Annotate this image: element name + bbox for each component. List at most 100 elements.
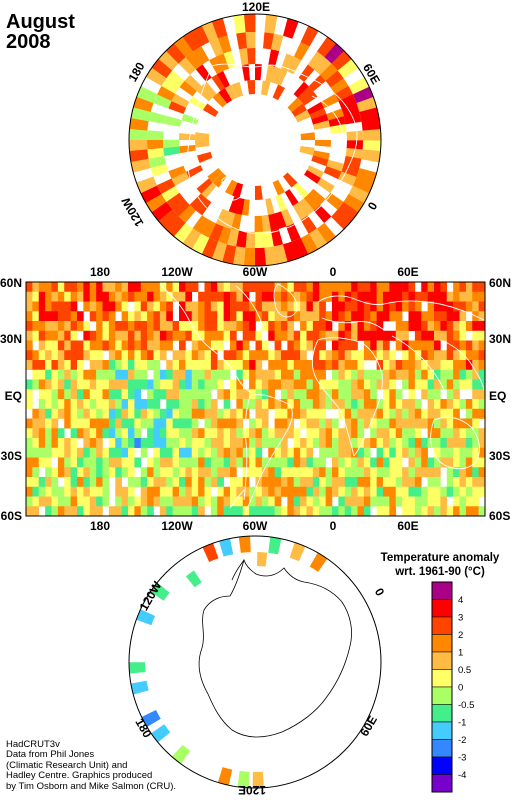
north-polar-cell bbox=[261, 80, 271, 96]
world-anomaly-cell bbox=[77, 379, 84, 390]
world-anomaly-cell bbox=[287, 360, 295, 371]
world-anomaly-cell bbox=[395, 282, 403, 293]
world-anomaly-cell bbox=[351, 340, 358, 351]
world-anomaly-cell bbox=[376, 350, 384, 361]
world-anomaly-cell bbox=[389, 330, 397, 341]
world-anomaly-cell bbox=[389, 360, 397, 371]
world-anomaly-cell bbox=[179, 330, 186, 341]
world-anomaly-cell bbox=[38, 350, 46, 361]
world-anomaly-cell bbox=[395, 389, 403, 400]
world-anomaly-cell bbox=[287, 321, 295, 332]
world-anomaly-cell bbox=[351, 457, 358, 468]
south-polar-cell bbox=[130, 680, 149, 695]
world-anomaly-cell bbox=[376, 340, 384, 351]
world-anomaly-cell bbox=[357, 379, 365, 390]
world-anomaly-cell bbox=[414, 321, 422, 332]
world-anomaly-cell bbox=[357, 291, 365, 302]
world-anomaly-cell bbox=[204, 486, 212, 497]
world-anomaly-cell bbox=[96, 360, 103, 371]
world-anomaly-cell bbox=[472, 321, 479, 332]
world-anomaly-cell bbox=[434, 477, 441, 488]
world-anomaly-cell bbox=[38, 486, 46, 497]
world-anomaly-cell bbox=[293, 360, 301, 371]
world-anomaly-cell bbox=[395, 438, 403, 449]
world-anomaly-cell bbox=[102, 389, 110, 400]
north-polar-cell bbox=[255, 185, 263, 201]
world-anomaly-cell bbox=[414, 291, 422, 302]
world-anomaly-cell bbox=[370, 301, 377, 312]
north-polar-cell bbox=[317, 178, 335, 194]
world-anomaly-cell bbox=[223, 506, 231, 516]
world-anomaly-cell bbox=[51, 291, 59, 302]
world-anomaly-cell bbox=[191, 369, 199, 380]
north-polar-cell bbox=[140, 185, 162, 203]
world-anomaly-cell bbox=[408, 311, 416, 322]
world-lat-label-left: 60N bbox=[0, 276, 22, 290]
world-anomaly-cell bbox=[459, 438, 467, 449]
colorbar-swatch bbox=[431, 651, 453, 670]
world-anomaly-cell bbox=[281, 486, 288, 497]
world-anomaly-cell bbox=[383, 389, 390, 400]
world-anomaly-cell bbox=[255, 301, 263, 312]
world-anomaly-cell bbox=[134, 291, 142, 302]
world-anomaly-cell bbox=[408, 340, 416, 351]
world-anomaly-cell bbox=[89, 340, 97, 351]
world-anomaly-cell bbox=[96, 447, 103, 458]
north-polar-cell bbox=[300, 233, 318, 255]
world-anomaly-cell bbox=[434, 301, 441, 312]
world-anomaly-cell bbox=[147, 486, 154, 497]
world-anomaly-cell bbox=[453, 340, 460, 351]
north-polar-cell bbox=[338, 94, 357, 109]
north-polar-cell bbox=[346, 140, 364, 150]
world-anomaly-cell bbox=[268, 282, 275, 293]
world-anomaly-cell bbox=[57, 467, 65, 478]
world-anomaly-cell bbox=[64, 330, 71, 341]
colorbar-tick-label: 3 bbox=[458, 613, 463, 624]
world-anomaly-cell bbox=[363, 457, 371, 468]
world-anomaly-cell bbox=[57, 369, 65, 380]
world-lon-label-bottom: 180 bbox=[90, 519, 110, 533]
world-anomaly-cell bbox=[223, 360, 231, 371]
world-anomaly-cell bbox=[51, 408, 59, 419]
world-anomaly-cell bbox=[414, 438, 422, 449]
world-anomaly-cell bbox=[293, 282, 301, 293]
world-anomaly-cell bbox=[287, 369, 295, 380]
world-anomaly-cell bbox=[389, 408, 397, 419]
north-polar-cell bbox=[308, 74, 326, 92]
world-anomaly-cell bbox=[26, 428, 33, 439]
north-polar-cell bbox=[153, 94, 172, 109]
world-anomaly-cell bbox=[204, 350, 212, 361]
world-anomaly-cell bbox=[312, 360, 320, 371]
world-anomaly-cell bbox=[376, 282, 384, 293]
world-anomaly-cell bbox=[121, 408, 129, 419]
world-anomaly-cell bbox=[89, 350, 97, 361]
world-anomaly-cell bbox=[389, 418, 397, 429]
world-anomaly-cell bbox=[459, 418, 467, 429]
world-anomaly-cell bbox=[319, 447, 326, 458]
world-anomaly-cell bbox=[166, 428, 173, 439]
world-anomaly-cell bbox=[166, 408, 173, 419]
world-anomaly-cell bbox=[217, 311, 224, 322]
world-anomaly-cell bbox=[453, 457, 460, 468]
world-anomaly-cell bbox=[153, 486, 161, 497]
world-anomaly-cell bbox=[236, 399, 244, 410]
world-anomaly-cell bbox=[395, 321, 403, 332]
world-anomaly-cell bbox=[351, 486, 358, 497]
world-anomaly-cell bbox=[325, 447, 333, 458]
world-anomaly-cell bbox=[332, 330, 339, 341]
north-polar-cell bbox=[218, 88, 232, 104]
south-polar-cell bbox=[217, 767, 233, 786]
world-anomaly-cell bbox=[287, 447, 295, 458]
north-polar-cell bbox=[232, 82, 244, 98]
world-anomaly-cell bbox=[427, 399, 435, 410]
colorbar-swatch bbox=[431, 634, 453, 653]
world-anomaly-cell bbox=[83, 389, 91, 400]
world-anomaly-cell bbox=[217, 447, 224, 458]
world-anomaly-cell bbox=[115, 340, 122, 351]
world-anomaly-cell bbox=[312, 389, 320, 400]
world-anomaly-cell bbox=[166, 321, 173, 332]
world-anomaly-cell bbox=[332, 477, 339, 488]
world-anomaly-cell bbox=[249, 282, 256, 293]
world-anomaly-cell bbox=[351, 360, 358, 371]
world-anomaly-cell bbox=[198, 389, 205, 400]
